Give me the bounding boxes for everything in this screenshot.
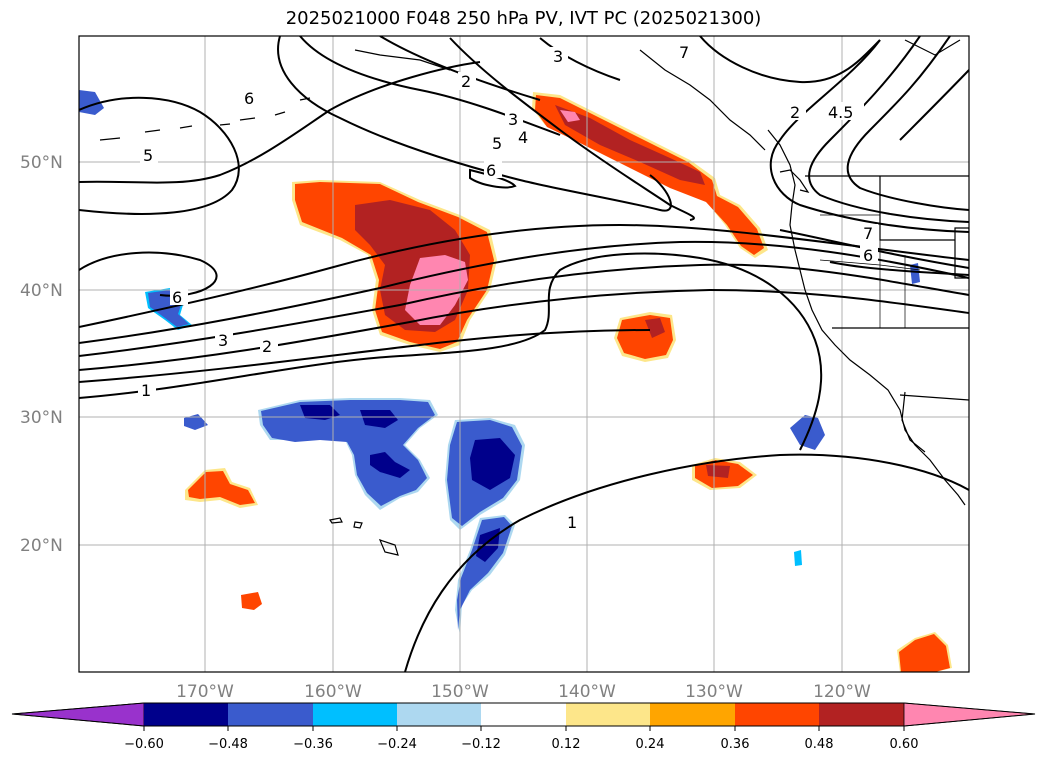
- contour-labels: 6 5 2 3 3 4 5 6 2 4.5 7 6 6 3 2 1 1 7: [138, 42, 878, 532]
- contour-label: 7: [863, 224, 873, 243]
- colorbar-segment: [228, 703, 313, 726]
- colorbar-segment: [650, 703, 735, 726]
- contour-label: 2: [262, 337, 272, 356]
- colorbar-tick-label: −0.24: [377, 737, 417, 752]
- colorbar-tick-label: −0.60: [124, 737, 164, 752]
- colorbar-tick-label: 0.24: [636, 737, 665, 752]
- colorbar-tick-label: 0.12: [552, 737, 581, 752]
- contour-label: 6: [863, 246, 873, 265]
- contour-label: 2: [461, 72, 471, 91]
- longitude-labels: 170°W 160°W 150°W 140°W 130°W 120°W: [176, 682, 871, 702]
- graticule: [79, 36, 969, 672]
- colorbar-tick-label: −0.36: [293, 737, 333, 752]
- contour-label: 6: [172, 288, 182, 307]
- lat-label: 50°N: [20, 153, 63, 173]
- colorbar-tick-label: 0.60: [890, 737, 919, 752]
- positive-anomaly-shading: [185, 92, 952, 672]
- colorbar-segment: [313, 703, 398, 726]
- colorbar-segment: [735, 703, 820, 726]
- colorbar-segment: [397, 703, 482, 726]
- colorbar-tick-label: 0.48: [805, 737, 834, 752]
- colorbar-extend-right: [903, 702, 1036, 727]
- lon-label: 140°W: [558, 682, 616, 702]
- state-borders: [819, 214, 921, 328]
- colorbar-segment: [819, 703, 904, 726]
- colorbar-tick-label: 0.36: [721, 737, 750, 752]
- contour-label: 4: [518, 128, 528, 147]
- lon-label: 130°W: [685, 682, 743, 702]
- map-plot-area: [78, 35, 970, 673]
- contour-label: 1: [567, 513, 577, 532]
- colorbar-tick-label: −0.12: [461, 737, 501, 752]
- lon-label: 170°W: [176, 682, 234, 702]
- map-title: 2025021000 F048 250 hPa PV, IVT PC (2025…: [285, 8, 762, 29]
- contour-label: 6: [244, 89, 254, 108]
- lat-label: 40°N: [20, 281, 63, 301]
- lat-label: 20°N: [20, 536, 63, 556]
- colorbar-extend-left: [11, 702, 145, 727]
- contour-label: 7: [679, 43, 689, 62]
- contour-label: 5: [492, 134, 502, 153]
- contour-label: 5: [143, 146, 153, 165]
- lon-label: 120°W: [813, 682, 871, 702]
- map-frame: [78, 35, 970, 673]
- contour-label: 1: [141, 381, 151, 400]
- lat-label: 30°N: [20, 408, 63, 428]
- contour-label: 3: [553, 47, 563, 66]
- colorbar-segment: [566, 703, 651, 726]
- latitude-labels: 50°N 40°N 30°N 20°N: [20, 153, 63, 556]
- contour-label: 4.5: [828, 103, 853, 122]
- lon-label: 160°W: [304, 682, 362, 702]
- colorbar-segment: [144, 703, 229, 726]
- contour-label: 6: [486, 161, 496, 180]
- lon-label: 150°W: [431, 682, 489, 702]
- colorbar-tick-label: −0.48: [208, 737, 248, 752]
- contour-label: 3: [508, 110, 518, 129]
- colorbar: −0.60 −0.48 −0.36 −0.24 −0.12 0.12 0.24 …: [11, 702, 1036, 752]
- colorbar-segment: [481, 703, 566, 726]
- contour-label: 2: [790, 103, 800, 122]
- contour-label: 3: [218, 331, 228, 350]
